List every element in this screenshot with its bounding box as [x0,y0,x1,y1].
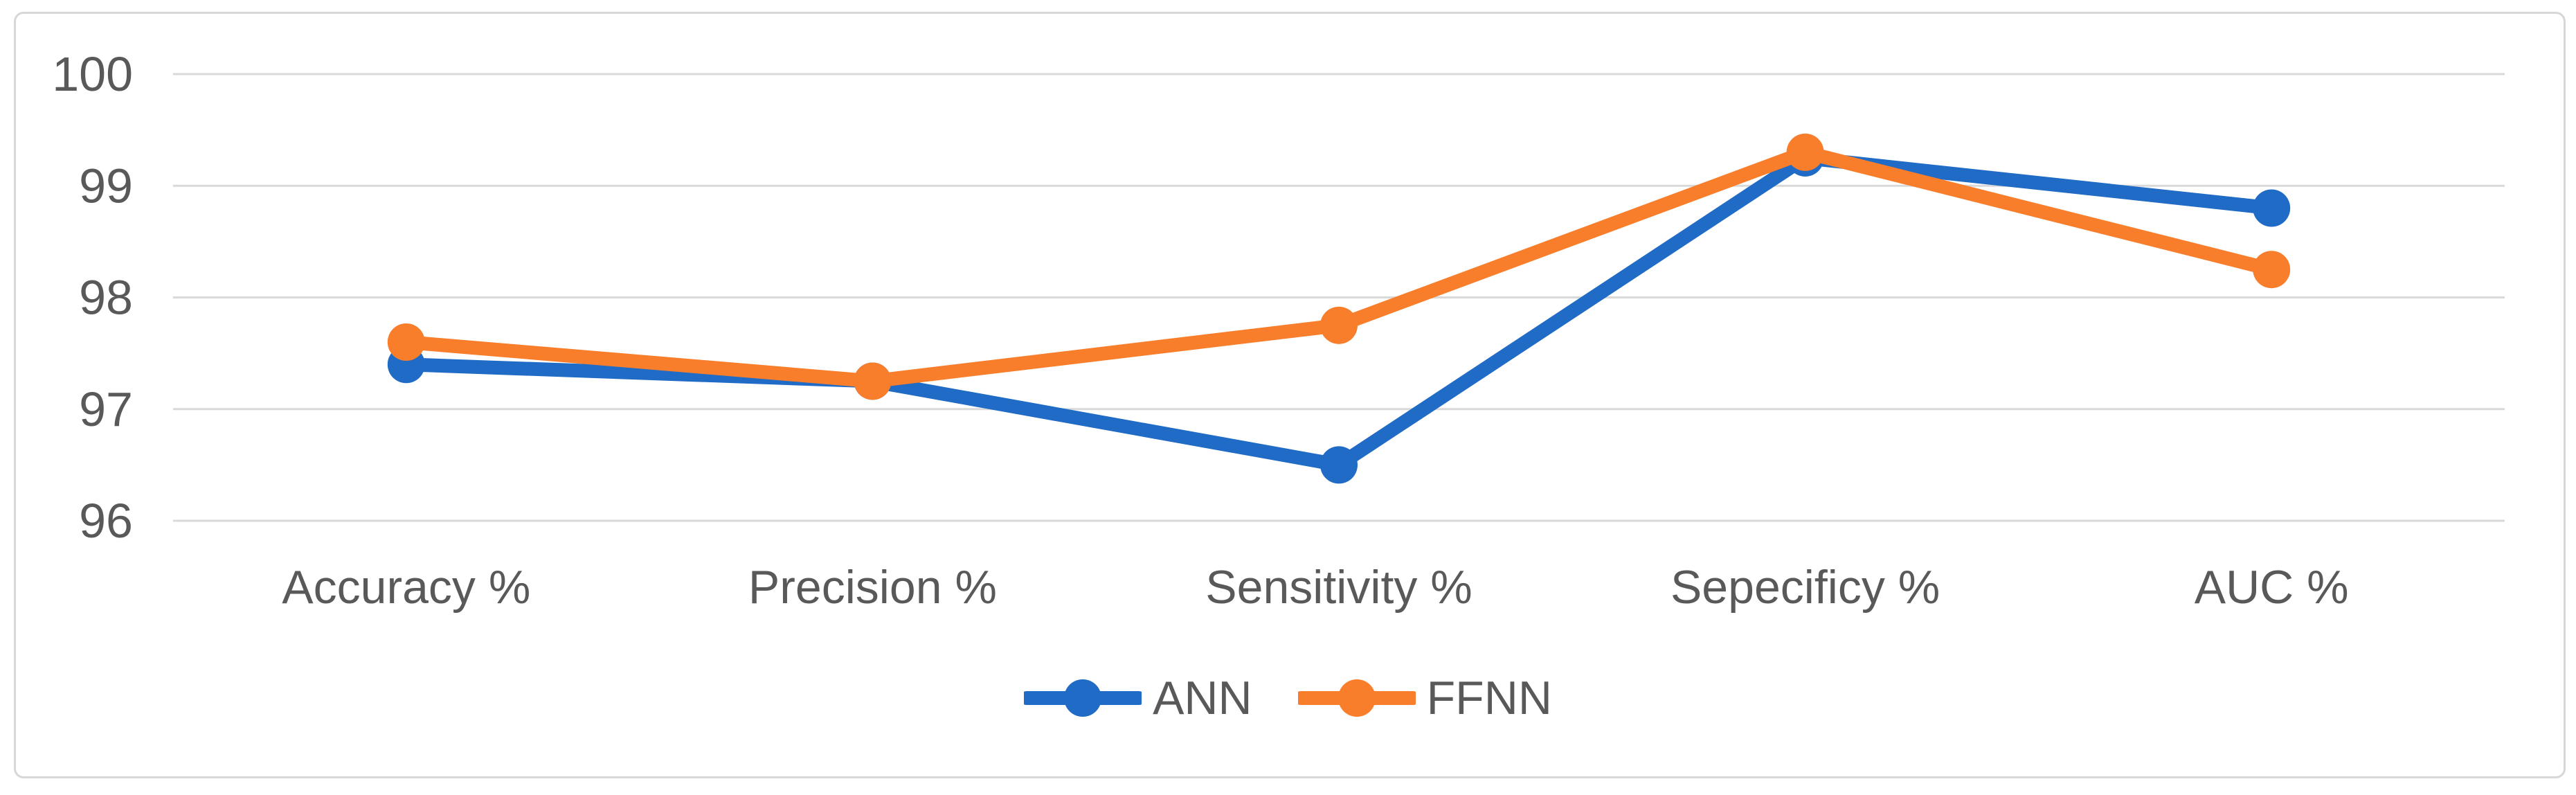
data-point-ffnn-3 [1320,306,1358,344]
data-point-ffnn-5 [2253,251,2291,289]
x-category-label-5: AUC % [2195,561,2349,614]
data-point-ann-5 [2253,189,2291,227]
data-point-ann-3 [1320,446,1358,484]
data-point-ffnn-1 [387,323,425,361]
x-category-label-1: Accuracy % [282,561,530,614]
x-category-label-4: Sepecificy % [1670,561,1940,614]
y-tick-label-97: 97 [79,382,133,436]
chart-frame [14,12,2566,778]
data-point-ffnn-2 [854,362,892,400]
x-category-label-2: Precision % [748,561,997,614]
y-tick-label-100: 100 [52,47,133,101]
chart-legend: ANN FFNN [0,673,2576,723]
legend-item-ann: ANN [1024,675,1252,722]
y-tick-label-96: 96 [79,494,133,548]
legend-marker-ffnn [1297,679,1416,717]
legend-label-ffnn: FFNN [1426,672,1552,724]
data-point-ffnn-4 [1786,133,1824,171]
y-tick-label-99: 99 [79,159,133,213]
x-category-label-3: Sensitivity % [1205,561,1472,614]
y-tick-label-98: 98 [79,271,133,325]
legend-label-ann: ANN [1153,672,1252,724]
legend-item-ffnn: FFNN [1297,672,1552,724]
legend-marker-ann [1024,679,1142,717]
